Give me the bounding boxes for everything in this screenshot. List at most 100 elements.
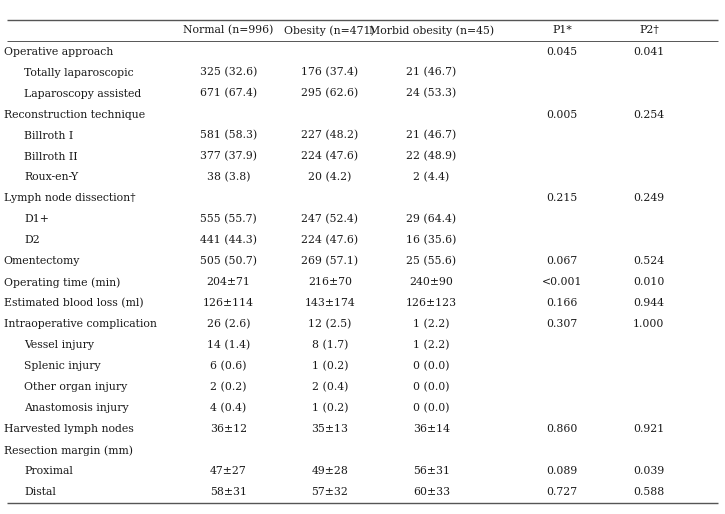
Text: Splenic injury: Splenic injury xyxy=(24,361,101,371)
Text: 6 (0.6): 6 (0.6) xyxy=(210,361,246,372)
Text: 1.000: 1.000 xyxy=(633,319,665,329)
Text: Distal: Distal xyxy=(24,487,56,497)
Text: 2 (0.4): 2 (0.4) xyxy=(312,382,348,393)
Text: 0.039: 0.039 xyxy=(633,466,665,476)
Text: Other organ injury: Other organ injury xyxy=(24,382,127,392)
Text: 2 (4.4): 2 (4.4) xyxy=(413,172,450,182)
Text: 22 (48.9): 22 (48.9) xyxy=(406,151,457,162)
Text: 0.215: 0.215 xyxy=(546,193,578,204)
Text: 21 (46.7): 21 (46.7) xyxy=(406,131,457,141)
Text: 0.524: 0.524 xyxy=(634,256,664,266)
Text: 204±71: 204±71 xyxy=(207,278,250,287)
Text: 671 (67.4): 671 (67.4) xyxy=(200,88,257,99)
Text: 0.005: 0.005 xyxy=(546,109,578,120)
Text: D1+: D1+ xyxy=(24,214,49,225)
Text: Obesity (n=471): Obesity (n=471) xyxy=(284,25,376,35)
Text: Operative approach: Operative approach xyxy=(4,47,113,57)
Text: Intraoperative complication: Intraoperative complication xyxy=(4,319,157,329)
Text: Normal (n=996): Normal (n=996) xyxy=(183,25,273,35)
Text: 377 (37.9): 377 (37.9) xyxy=(200,151,257,162)
Text: 0.249: 0.249 xyxy=(634,193,664,204)
Text: 14 (1.4): 14 (1.4) xyxy=(207,340,250,351)
Text: 29 (64.4): 29 (64.4) xyxy=(406,214,457,225)
Text: 0.944: 0.944 xyxy=(634,298,664,308)
Text: <0.001: <0.001 xyxy=(542,278,582,287)
Text: 0.921: 0.921 xyxy=(633,424,665,434)
Text: Resection margin (mm): Resection margin (mm) xyxy=(4,445,133,455)
Text: 36±12: 36±12 xyxy=(210,424,247,434)
Text: Roux-en-Y: Roux-en-Y xyxy=(24,173,78,182)
Text: 216±70: 216±70 xyxy=(308,278,352,287)
Text: 2 (0.2): 2 (0.2) xyxy=(210,382,246,393)
Text: 4 (0.4): 4 (0.4) xyxy=(210,403,246,413)
Text: 26 (2.6): 26 (2.6) xyxy=(207,319,250,329)
Text: Estimated blood loss (ml): Estimated blood loss (ml) xyxy=(4,298,144,308)
Text: 247 (52.4): 247 (52.4) xyxy=(302,214,358,225)
Text: 176 (37.4): 176 (37.4) xyxy=(302,67,358,78)
Text: 555 (55.7): 555 (55.7) xyxy=(200,214,257,225)
Text: 57±32: 57±32 xyxy=(312,487,348,497)
Text: Reconstruction technique: Reconstruction technique xyxy=(4,109,145,120)
Text: Omentectomy: Omentectomy xyxy=(4,256,80,266)
Text: 1 (2.2): 1 (2.2) xyxy=(413,319,450,329)
Text: 0.588: 0.588 xyxy=(633,487,665,497)
Text: 126±114: 126±114 xyxy=(203,298,254,308)
Text: 0.067: 0.067 xyxy=(546,256,578,266)
Text: 8 (1.7): 8 (1.7) xyxy=(312,340,348,351)
Text: 441 (44.3): 441 (44.3) xyxy=(200,235,257,246)
Text: 0 (0.0): 0 (0.0) xyxy=(413,403,450,413)
Text: 58±31: 58±31 xyxy=(210,487,247,497)
Text: 0 (0.0): 0 (0.0) xyxy=(413,361,450,372)
Text: 16 (35.6): 16 (35.6) xyxy=(406,235,457,246)
Text: 0 (0.0): 0 (0.0) xyxy=(413,382,450,393)
Text: 20 (4.2): 20 (4.2) xyxy=(308,172,352,182)
Text: 224 (47.6): 224 (47.6) xyxy=(302,235,358,246)
Text: Laparoscopy assisted: Laparoscopy assisted xyxy=(24,88,141,99)
Text: 38 (3.8): 38 (3.8) xyxy=(207,172,250,182)
Text: Operating time (min): Operating time (min) xyxy=(4,277,120,288)
Text: 25 (55.6): 25 (55.6) xyxy=(406,256,457,267)
Text: P2†: P2† xyxy=(639,25,659,35)
Text: Totally laparoscopic: Totally laparoscopic xyxy=(24,67,133,78)
Text: 12 (2.5): 12 (2.5) xyxy=(308,319,352,329)
Text: 240±90: 240±90 xyxy=(410,278,453,287)
Text: 1 (0.2): 1 (0.2) xyxy=(312,361,348,372)
Text: 581 (58.3): 581 (58.3) xyxy=(200,131,257,141)
Text: 0.307: 0.307 xyxy=(546,319,578,329)
Text: 36±14: 36±14 xyxy=(413,424,450,434)
Text: 0.045: 0.045 xyxy=(547,47,577,57)
Text: Billroth II: Billroth II xyxy=(24,152,78,161)
Text: 126±123: 126±123 xyxy=(406,298,457,308)
Text: 47±27: 47±27 xyxy=(210,466,246,476)
Text: 0.254: 0.254 xyxy=(634,109,664,120)
Text: Harvested lymph nodes: Harvested lymph nodes xyxy=(4,424,133,434)
Text: 0.010: 0.010 xyxy=(633,278,665,287)
Text: Vessel injury: Vessel injury xyxy=(24,340,94,351)
Text: 49±28: 49±28 xyxy=(312,466,348,476)
Text: P1*: P1* xyxy=(552,25,572,35)
Text: Billroth I: Billroth I xyxy=(24,131,73,140)
Text: 35±13: 35±13 xyxy=(311,424,349,434)
Text: 227 (48.2): 227 (48.2) xyxy=(302,131,358,141)
Text: Proximal: Proximal xyxy=(24,466,72,476)
Text: Lymph node dissection†: Lymph node dissection† xyxy=(4,193,136,204)
Text: 325 (32.6): 325 (32.6) xyxy=(199,67,257,78)
Text: 60±33: 60±33 xyxy=(413,487,450,497)
Text: 143±174: 143±174 xyxy=(304,298,355,308)
Text: 0.089: 0.089 xyxy=(546,466,578,476)
Text: 0.860: 0.860 xyxy=(546,424,578,434)
Text: Morbid obesity (n=45): Morbid obesity (n=45) xyxy=(369,25,494,35)
Text: 224 (47.6): 224 (47.6) xyxy=(302,151,358,162)
Text: 295 (62.6): 295 (62.6) xyxy=(302,88,358,99)
Text: 1 (2.2): 1 (2.2) xyxy=(413,340,450,351)
Text: 0.041: 0.041 xyxy=(633,47,665,57)
Text: 269 (57.1): 269 (57.1) xyxy=(302,256,358,267)
Text: 21 (46.7): 21 (46.7) xyxy=(406,67,457,78)
Text: 1 (0.2): 1 (0.2) xyxy=(312,403,348,413)
Text: Anastomosis injury: Anastomosis injury xyxy=(24,403,128,413)
Text: 56±31: 56±31 xyxy=(413,466,450,476)
Text: 505 (50.7): 505 (50.7) xyxy=(200,256,257,267)
Text: 0.727: 0.727 xyxy=(547,487,577,497)
Text: 0.166: 0.166 xyxy=(546,298,578,308)
Text: D2: D2 xyxy=(24,235,40,246)
